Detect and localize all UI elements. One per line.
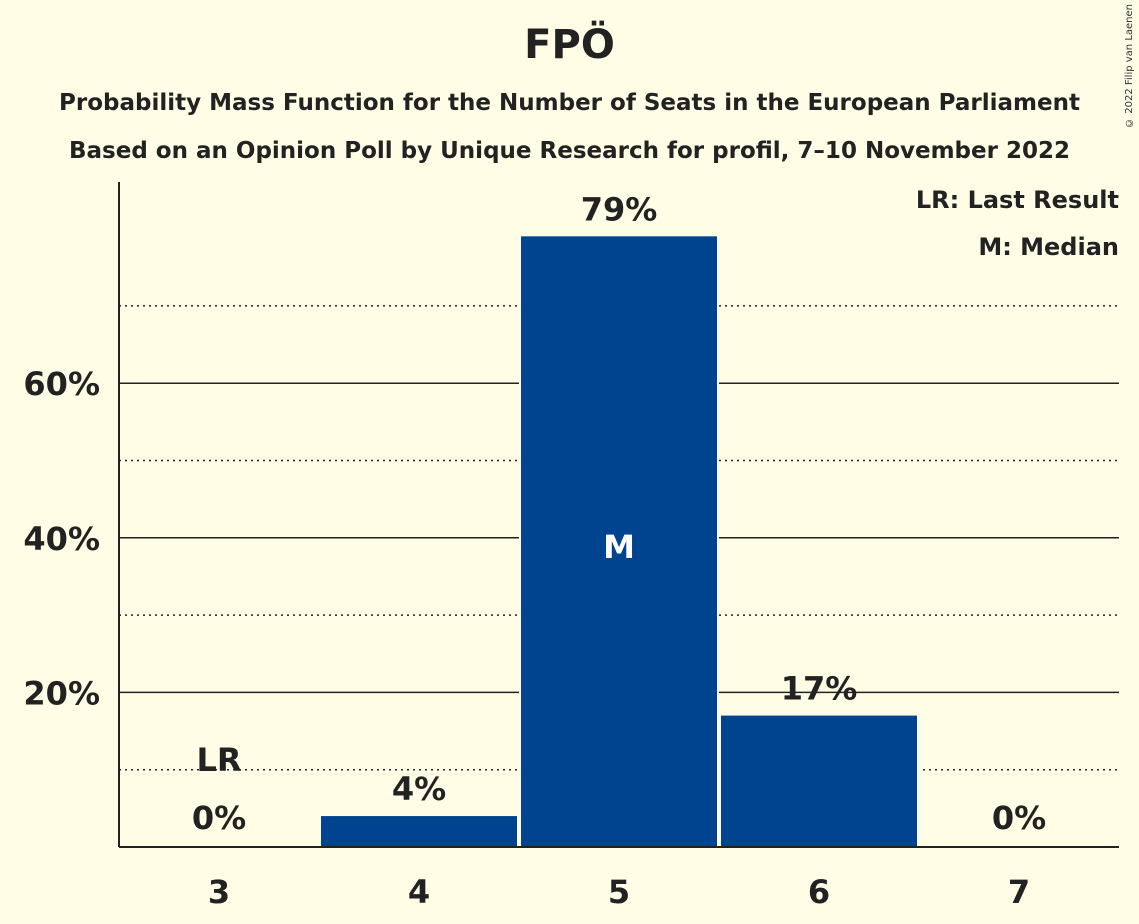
bar (521, 236, 717, 847)
chart-title: FPÖ (524, 22, 615, 68)
legend-last-result: LR: Last Result (915, 186, 1119, 214)
bar-value-label: 0% (192, 799, 246, 837)
last-result-marker: LR (196, 741, 241, 779)
bar-value-label: 4% (392, 770, 446, 808)
y-tick-label: 40% (23, 520, 100, 558)
bar-value-label: 17% (781, 670, 858, 708)
x-tick-label: 6 (808, 873, 830, 911)
y-tick-label: 20% (23, 674, 100, 712)
x-tick-label: 5 (608, 873, 630, 911)
bar-value-label: 79% (581, 190, 658, 228)
chart-subtitle-2: Based on an Opinion Poll by Unique Resea… (69, 138, 1070, 164)
bar (721, 715, 917, 847)
x-tick-label: 4 (408, 873, 430, 911)
chart-subtitle: Probability Mass Function for the Number… (59, 90, 1080, 116)
x-tick-label: 3 (208, 873, 230, 911)
x-tick-label: 7 (1008, 873, 1030, 911)
y-tick-label: 60% (23, 365, 100, 403)
bar (321, 816, 517, 847)
bar-value-label: 0% (992, 799, 1046, 837)
legend-median: M: Median (978, 233, 1119, 261)
median-marker: M (603, 528, 635, 566)
